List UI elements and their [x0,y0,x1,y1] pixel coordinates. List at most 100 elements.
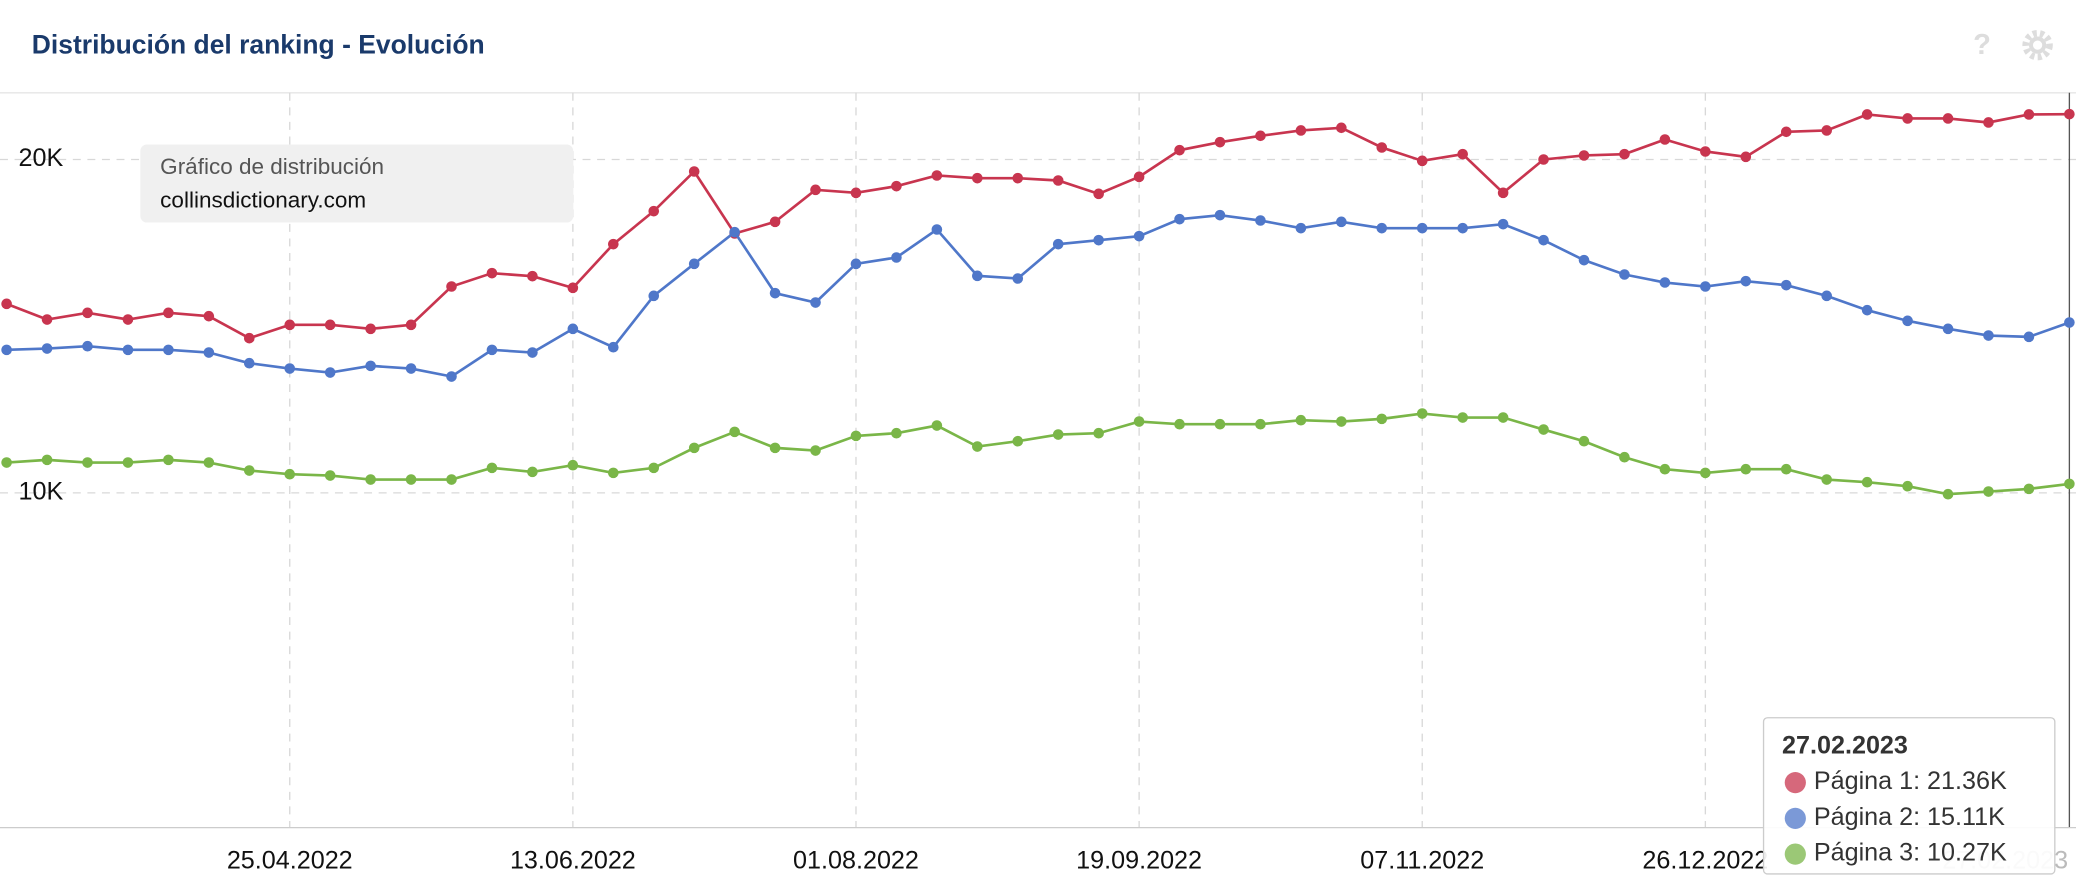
point [608,341,619,353]
point [769,442,781,454]
point [1740,463,1752,475]
tooltip-item: Página 1: 21.36K [1814,767,2007,795]
point [1619,148,1630,160]
point [1538,424,1549,435]
point [1619,451,1630,463]
point [1497,187,1509,199]
point [244,332,255,344]
point [1012,435,1024,447]
point [1012,172,1024,184]
point [688,442,700,454]
point [688,166,700,177]
point [1821,125,1832,136]
point [648,462,660,474]
point [1133,171,1145,183]
point [1,298,12,310]
point [1255,130,1266,142]
x-tick-label: 01.08.2022 [793,847,919,875]
settings-icon[interactable] [2022,29,2053,61]
point [1780,279,1792,291]
tooltip: 27.02.2023 Página 1: 21.36K Página 2: 15.… [1762,717,2056,875]
point [1780,126,1792,138]
point [527,347,538,358]
point [2064,478,2075,490]
point [82,307,93,319]
point [1578,435,1590,447]
tooltip-title: 27.02.2023 [1782,731,1908,759]
point [1052,429,1064,440]
tooltip-swatch [1784,807,1806,829]
tooltip-swatch [1784,772,1806,794]
point [1052,238,1064,250]
y-tick-label: 10K [19,478,64,506]
point [1174,144,1185,156]
point [1457,412,1468,423]
point [1578,150,1590,161]
point [1983,486,1994,497]
x-tick-label: 26.12.2022 [1642,847,1768,875]
point [244,357,255,369]
point [1659,277,1671,288]
point [567,323,579,335]
point [405,319,417,331]
point [850,187,862,199]
point [769,216,781,228]
annotation-subtitle: collinsdictionary.com [160,187,366,212]
point [1700,281,1711,292]
annotation-title: Gráfico de distribución [160,154,384,179]
point [567,459,579,471]
point [284,363,296,374]
point [1133,230,1145,242]
point [324,470,336,481]
point [1376,413,1388,425]
point [850,430,862,442]
x-tick-label: 19.09.2022 [1076,847,1202,875]
point [931,224,943,235]
point [41,343,53,354]
point [2064,317,2075,328]
point [1093,234,1104,246]
help-icon[interactable]: ? [1973,29,1991,61]
tooltip-background [1762,717,2056,875]
point [122,457,134,468]
point [1,344,12,356]
point [972,270,983,282]
point [891,252,902,263]
point [1336,416,1347,427]
point [2023,109,2035,120]
point [284,319,296,331]
point [1416,408,1428,419]
point [1942,323,1954,335]
point [1861,304,1873,316]
point [2023,483,2035,495]
point [324,319,336,331]
point [850,258,862,270]
point [163,454,174,466]
point [486,462,498,474]
point [1336,216,1347,228]
series-line [6,412,2070,496]
point [1902,315,1913,327]
point [1,457,12,468]
point [446,281,457,292]
point [931,420,943,431]
point [203,347,215,358]
point [1861,109,1873,120]
point [163,344,174,356]
point [1457,222,1468,234]
point [486,344,498,356]
point [82,340,93,352]
point [1497,412,1509,423]
point [446,371,457,382]
point [810,184,821,196]
point [1983,117,1994,128]
point [527,466,538,478]
point [1255,418,1266,430]
point [1214,136,1226,148]
point [972,172,983,184]
point [1214,209,1226,221]
point [405,474,417,485]
point [486,267,498,279]
point [284,468,296,480]
point [1416,222,1428,234]
